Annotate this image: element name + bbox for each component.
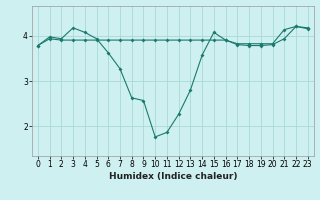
X-axis label: Humidex (Indice chaleur): Humidex (Indice chaleur) bbox=[108, 172, 237, 181]
